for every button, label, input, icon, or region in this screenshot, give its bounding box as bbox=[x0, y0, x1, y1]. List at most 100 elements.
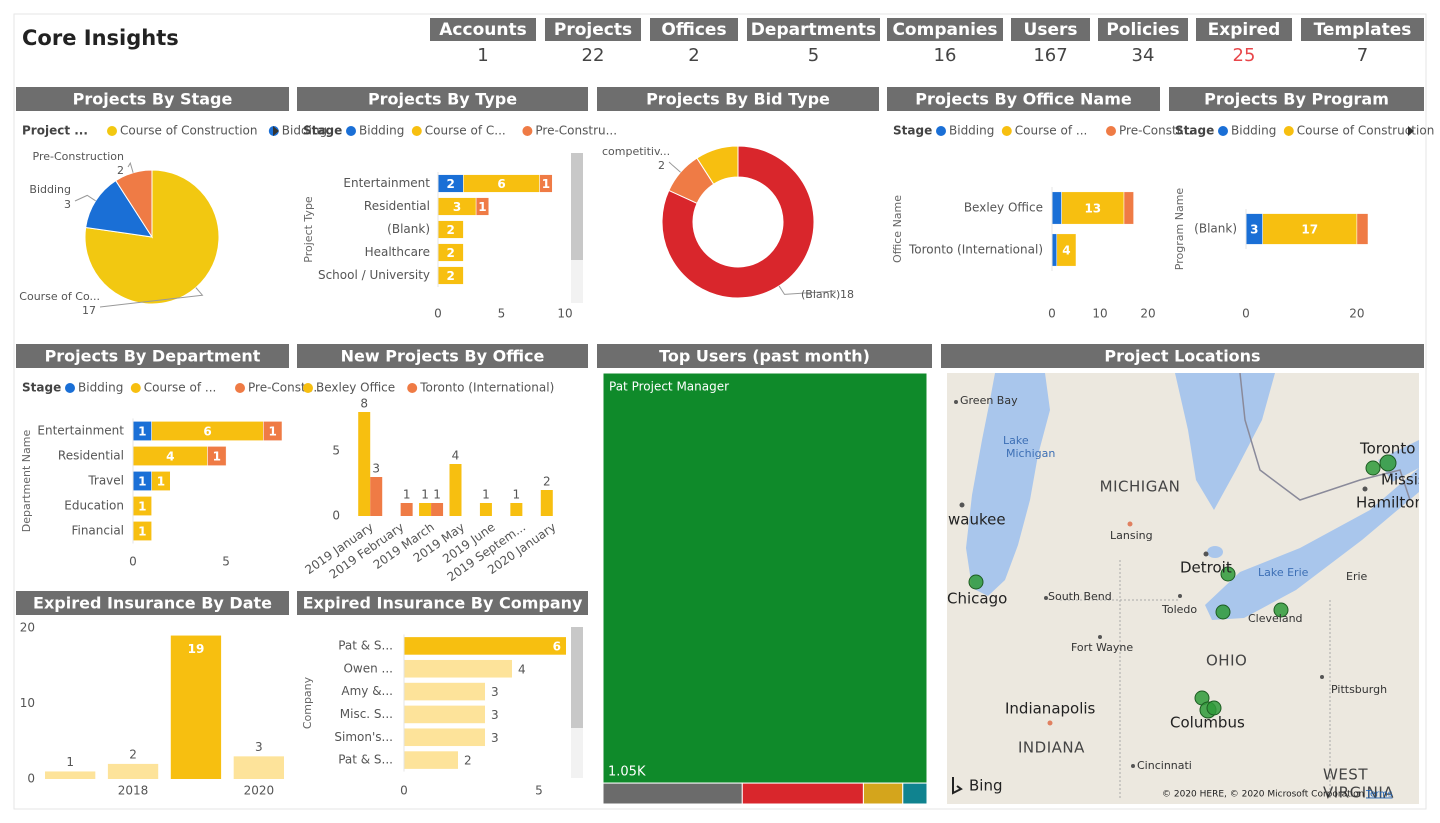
data-label: 1 bbox=[138, 525, 146, 539]
kpi-header bbox=[430, 18, 536, 41]
map-label: Lansing bbox=[1110, 529, 1153, 542]
legend-title: Project ... bbox=[22, 124, 88, 138]
bar-segment bbox=[263, 421, 283, 441]
legend-label: Bidding bbox=[949, 124, 994, 138]
data-label: 3 bbox=[1250, 223, 1258, 237]
legend-more bbox=[1408, 126, 1414, 136]
border bbox=[1239, 373, 1411, 501]
x-tick-label: 2018 bbox=[118, 784, 149, 798]
data-label: 1 bbox=[513, 488, 521, 502]
x-tick-label: 10 bbox=[1092, 307, 1107, 321]
category-label: Travel bbox=[87, 474, 124, 488]
scrollbar-thumb bbox=[571, 627, 583, 728]
kpi-value: 5 bbox=[808, 45, 819, 66]
kpi-header bbox=[650, 18, 738, 41]
project-marker[interactable] bbox=[1273, 602, 1289, 618]
project-marker[interactable] bbox=[1365, 460, 1381, 476]
data-label: 2 bbox=[447, 246, 455, 260]
bar bbox=[233, 756, 284, 779]
lake-huron bbox=[1175, 373, 1275, 510]
kpi-value: 7 bbox=[1357, 45, 1368, 66]
category-label: Owen ... bbox=[343, 661, 393, 675]
donut-slice bbox=[696, 145, 739, 185]
panel-title-bar bbox=[597, 87, 879, 111]
map-label: Detroit bbox=[1180, 559, 1232, 577]
kpi-value: 167 bbox=[1033, 45, 1067, 66]
bar bbox=[404, 682, 485, 701]
map-label: Lake Erie bbox=[1258, 566, 1309, 579]
kpi-value: 1 bbox=[477, 45, 488, 66]
project-marker[interactable] bbox=[1220, 566, 1236, 582]
axis-label: Project Type bbox=[302, 196, 315, 263]
bar bbox=[404, 751, 458, 769]
project-marker[interactable] bbox=[1379, 454, 1397, 472]
data-label: 13 bbox=[1084, 202, 1101, 216]
map-label: MICHIGAN bbox=[1100, 478, 1181, 496]
axis-label: Company bbox=[301, 676, 314, 729]
project-marker[interactable] bbox=[1206, 700, 1222, 716]
panel-title-bar bbox=[941, 344, 1424, 368]
data-label: 3 bbox=[255, 740, 263, 754]
bar-segment bbox=[1051, 191, 1062, 225]
treemap-tile bbox=[602, 782, 743, 805]
project-marker[interactable] bbox=[1215, 604, 1231, 620]
kpi-header bbox=[1098, 18, 1188, 41]
bar bbox=[419, 503, 432, 516]
x-tick-label: 0 bbox=[434, 307, 442, 321]
legend-title: Stage bbox=[893, 124, 932, 138]
data-label: 1 bbox=[403, 488, 411, 502]
legend-swatch bbox=[1106, 126, 1116, 136]
tile-value: 1.05K bbox=[608, 765, 646, 780]
panel-title: Projects By Stage bbox=[73, 90, 233, 109]
panel-title-bar bbox=[887, 87, 1160, 111]
leader-line bbox=[668, 161, 681, 173]
bar bbox=[107, 763, 159, 779]
treemap-tile bbox=[741, 782, 864, 805]
bar bbox=[479, 503, 492, 516]
kpi-value: 25 bbox=[1233, 45, 1256, 66]
panel-title: Top Users (past month) bbox=[659, 347, 870, 366]
panel-title: Project Locations bbox=[1104, 347, 1260, 366]
x-tick-label: 0 bbox=[129, 555, 137, 569]
category-label: Amy &... bbox=[341, 684, 393, 698]
data-label: 6 bbox=[553, 639, 561, 653]
legend-label: Pre-Constr... bbox=[248, 381, 321, 395]
town-dot bbox=[1044, 596, 1048, 600]
leader-line bbox=[74, 194, 96, 202]
x-tick-label: 2020 bbox=[244, 784, 275, 798]
bar bbox=[370, 477, 383, 516]
tile-label: Pat Project Manager bbox=[609, 380, 729, 394]
data-label: 3 bbox=[491, 731, 499, 745]
data-label: 1 bbox=[482, 488, 490, 502]
data-label: 1 bbox=[542, 177, 550, 191]
y-tick-label: 5 bbox=[332, 444, 340, 458]
bar bbox=[510, 503, 523, 516]
category-label: (Blank) bbox=[1194, 222, 1237, 236]
kpi-label: Users bbox=[1024, 20, 1078, 40]
project-marker[interactable] bbox=[968, 574, 984, 590]
brand-logo bbox=[952, 777, 963, 795]
slice-label: Bidding bbox=[29, 183, 71, 196]
panel-title-bar bbox=[1169, 87, 1424, 111]
bar-segment bbox=[1051, 233, 1058, 267]
data-label: 6 bbox=[497, 177, 505, 191]
map-label: Lake bbox=[1003, 434, 1029, 447]
slice-value: 3 bbox=[64, 198, 71, 211]
data-label: 4 bbox=[452, 449, 460, 463]
legend-title: Stage bbox=[303, 124, 342, 138]
state-lines bbox=[1060, 560, 1331, 800]
data-label: 2 bbox=[447, 177, 455, 191]
panel-title: Projects By Bid Type bbox=[646, 90, 830, 109]
map-label: Erie bbox=[1346, 570, 1368, 583]
leader-line bbox=[127, 161, 134, 173]
legend-label: Bidding bbox=[282, 124, 327, 138]
pie-slice bbox=[85, 179, 154, 238]
slice-value: 17 bbox=[82, 304, 96, 317]
panel-title: New Projects By Office bbox=[341, 347, 545, 366]
legend-swatch bbox=[65, 383, 75, 393]
town-dot bbox=[1203, 551, 1209, 557]
axis-label: Program Name bbox=[1173, 188, 1186, 271]
map-terms[interactable]: Terms bbox=[1365, 790, 1393, 800]
